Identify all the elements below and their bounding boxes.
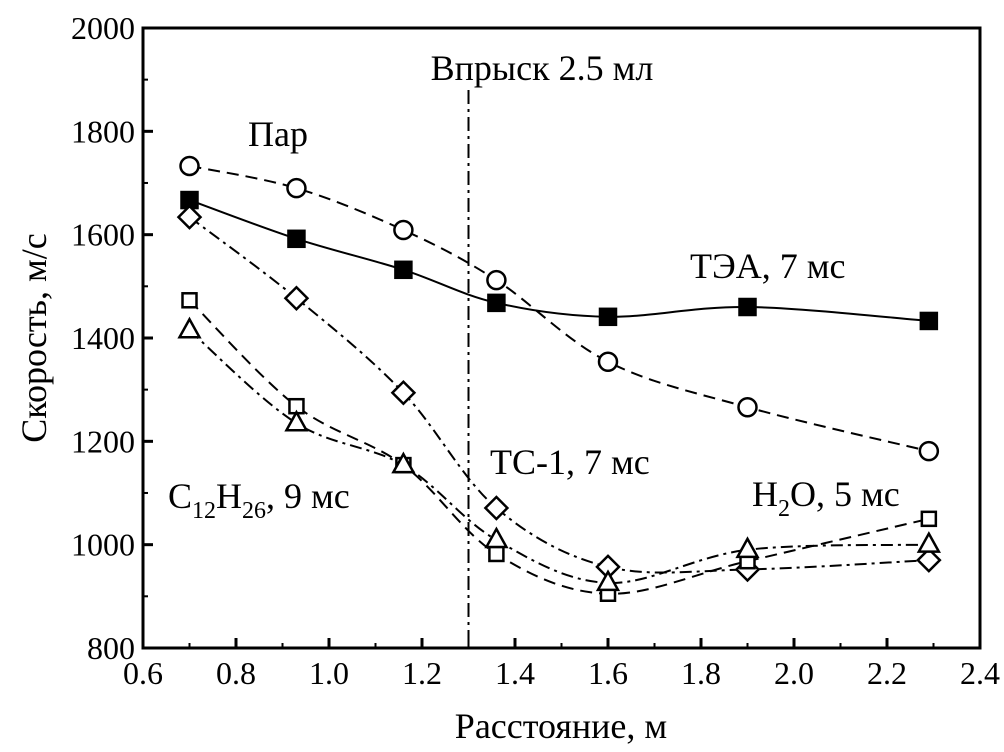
y-tick-label: 1200 xyxy=(71,423,135,459)
x-tick-label: 2.2 xyxy=(867,655,907,691)
annotation-tea: ТЭА, 7 мс xyxy=(690,246,846,286)
data-point-open-circle xyxy=(486,269,507,291)
data-point-open-diamond xyxy=(283,285,310,311)
data-point-open-circle xyxy=(393,219,414,241)
data-point-open-triangle xyxy=(391,451,416,474)
y-tick-label: 2000 xyxy=(71,10,135,46)
x-tick-label: 1.8 xyxy=(681,655,721,691)
data-point-open-circle xyxy=(286,177,307,199)
data-point-open-diamond xyxy=(176,204,203,230)
data-point-open-triangle xyxy=(284,409,309,432)
annotation-water: H2O, 5 мс xyxy=(752,474,900,522)
x-tick-label: 0.8 xyxy=(216,655,256,691)
data-point-open-triangle xyxy=(484,526,509,549)
data-point-open-diamond xyxy=(483,495,510,521)
y-tick-label: 800 xyxy=(87,630,135,666)
injection-label: Впрыск 2.5 мл xyxy=(431,48,654,88)
x-tick-label: 0.6 xyxy=(123,655,163,691)
data-point-filled-square xyxy=(287,229,306,249)
annotation-steam: Пар xyxy=(248,114,308,154)
data-point-open-square xyxy=(920,510,938,528)
data-point-open-circle xyxy=(597,351,619,373)
data-point-open-diamond xyxy=(390,379,417,406)
y-tick-label: 1400 xyxy=(71,320,135,356)
x-tick-label: 2.4 xyxy=(960,655,1000,691)
y-axis-label: Скорость, м/с xyxy=(14,233,54,442)
data-point-open-circle xyxy=(918,440,940,462)
data-point-open-diamond xyxy=(916,547,942,573)
x-tick-label: 1.4 xyxy=(495,655,535,691)
data-point-filled-square xyxy=(598,307,618,327)
data-point-open-circle xyxy=(737,396,758,418)
data-point-filled-square xyxy=(919,311,939,331)
x-tick-label: 1.2 xyxy=(402,655,442,691)
data-point-open-square xyxy=(181,292,198,309)
y-tick-label: 1600 xyxy=(71,217,135,253)
x-axis-label: Расстояние, м xyxy=(455,706,667,746)
data-point-filled-square xyxy=(487,293,506,313)
annotation-dodecane: C12H26, 9 мс xyxy=(168,476,350,524)
data-point-open-square xyxy=(488,545,505,563)
x-tick-label: 2.0 xyxy=(774,655,814,691)
data-point-filled-square xyxy=(394,260,413,280)
data-point-filled-square xyxy=(738,297,757,317)
annotation-ts1: ТС-1, 7 мс xyxy=(490,442,650,482)
series-line-open-circle xyxy=(189,164,930,453)
data-point-open-triangle xyxy=(595,569,621,592)
data-point-open-triangle xyxy=(916,531,941,553)
y-tick-label: 1000 xyxy=(71,527,135,563)
y-tick-label: 1800 xyxy=(71,113,135,149)
data-point-open-circle xyxy=(179,155,200,177)
data-point-open-triangle xyxy=(177,316,202,339)
x-tick-label: 1.6 xyxy=(588,655,628,691)
x-tick-label: 1.0 xyxy=(309,655,349,691)
data-point-open-triangle xyxy=(735,536,760,559)
